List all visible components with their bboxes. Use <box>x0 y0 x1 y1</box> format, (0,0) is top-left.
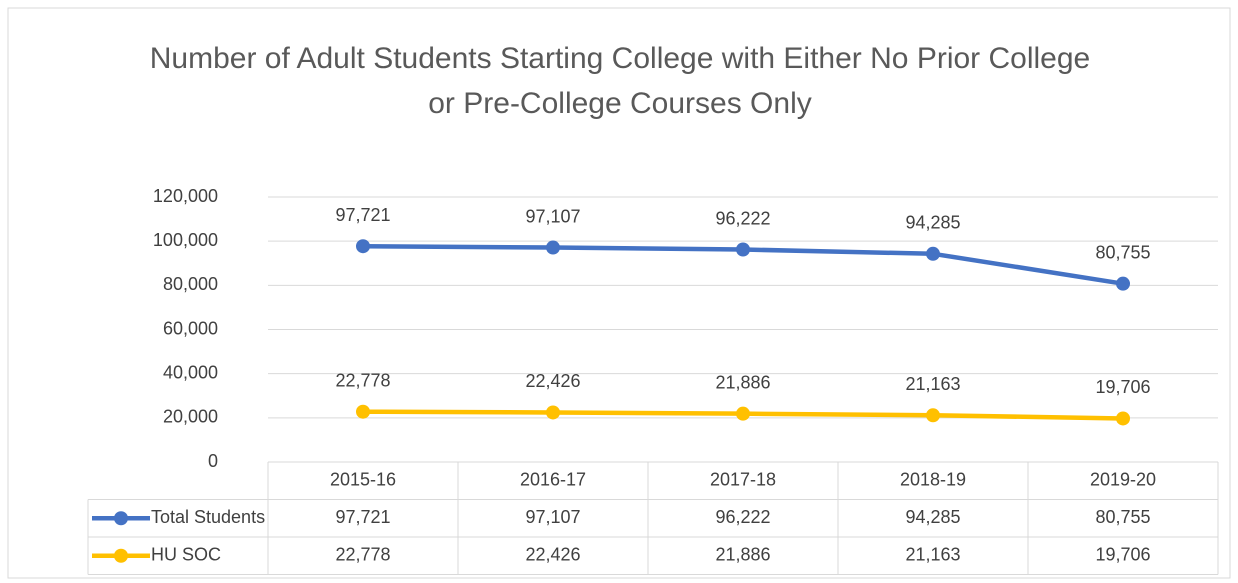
data-label: 19,706 <box>1095 377 1150 397</box>
data-point <box>1116 411 1130 426</box>
legend-label: Total Students <box>151 507 265 527</box>
y-tick-label: 80,000 <box>163 274 218 294</box>
data-label: 21,886 <box>715 372 770 392</box>
data-point <box>926 408 940 423</box>
data-point <box>356 404 370 419</box>
table-cell: 21,163 <box>905 545 960 565</box>
table-cell: 80,755 <box>1095 507 1150 527</box>
y-tick-label: 60,000 <box>163 318 218 338</box>
table-cell: 96,222 <box>715 507 770 527</box>
data-point <box>356 239 370 254</box>
y-tick-label: 120,000 <box>153 186 218 206</box>
y-tick-label: 40,000 <box>163 362 218 382</box>
x-tick-label: 2015-16 <box>330 470 396 490</box>
data-label: 94,285 <box>905 213 960 233</box>
table-cell: 97,107 <box>525 507 580 527</box>
x-tick-label: 2018-19 <box>900 470 966 490</box>
data-label: 97,107 <box>525 206 580 226</box>
data-point <box>926 246 940 261</box>
data-point <box>546 405 560 420</box>
data-label: 21,163 <box>905 374 960 394</box>
y-tick-label: 100,000 <box>153 230 218 250</box>
data-label: 97,721 <box>335 205 390 225</box>
table-cell: 22,426 <box>525 545 580 565</box>
legend-marker <box>114 548 128 563</box>
data-point <box>736 406 750 421</box>
data-label: 96,222 <box>715 208 770 228</box>
data-point <box>1116 276 1130 291</box>
data-label: 80,755 <box>1095 242 1150 262</box>
data-label: 22,778 <box>335 370 390 390</box>
table-cell: 21,886 <box>715 545 770 565</box>
table-cell: 22,778 <box>335 545 390 565</box>
y-tick-label: 20,000 <box>163 407 218 427</box>
y-tick-label: 0 <box>208 451 218 471</box>
data-point <box>736 242 750 257</box>
data-label: 22,426 <box>525 371 580 391</box>
chart-border <box>7 7 1231 579</box>
x-tick-label: 2017-18 <box>710 470 776 490</box>
table-cell: 19,706 <box>1095 545 1150 565</box>
x-tick-label: 2016-17 <box>520 470 586 490</box>
table-cell: 94,285 <box>905 507 960 527</box>
legend-marker <box>114 511 128 526</box>
table-cell: 97,721 <box>335 507 390 527</box>
chart-title: Number of Adult Students Starting Colleg… <box>149 42 1091 120</box>
x-tick-label: 2019-20 <box>1090 470 1156 490</box>
legend-label: HU SOC <box>151 545 221 565</box>
data-point <box>546 240 560 255</box>
